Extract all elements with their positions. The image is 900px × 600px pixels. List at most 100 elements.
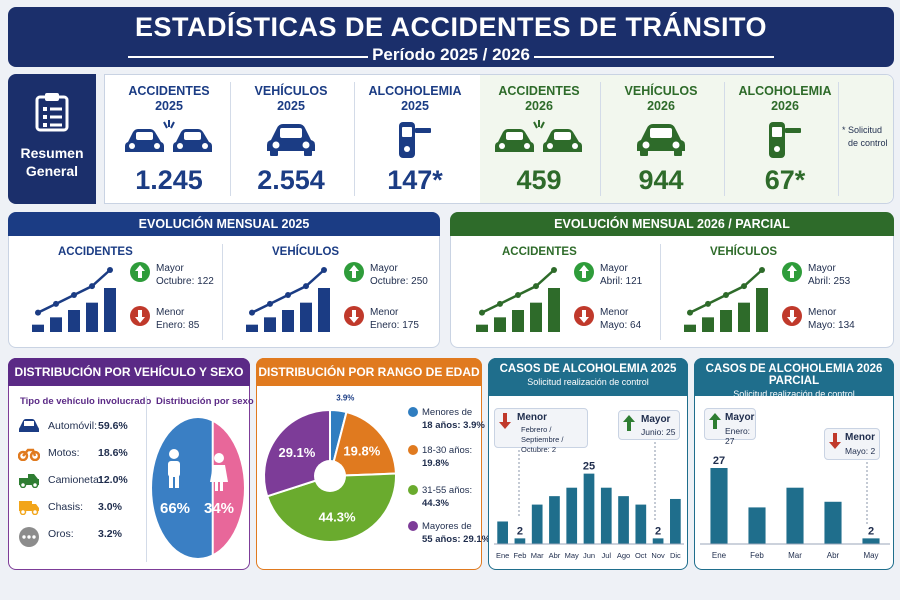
vehicle-type-pct: 3.0%: [98, 501, 122, 513]
car-crash-icon: [125, 120, 212, 152]
kpi-card: ALCOHOLEMIA 2025 147*: [356, 78, 474, 200]
divider: [660, 244, 661, 340]
divider: [534, 56, 774, 58]
data-label: 2: [655, 525, 661, 537]
max-label: Mayor: [156, 263, 184, 274]
tick-label: Nov: [651, 551, 665, 560]
alcohol-2026-max-box: Mayor Enero: 27: [704, 408, 756, 446]
trend-line: [251, 269, 325, 314]
max-label: Mayor: [641, 414, 671, 425]
bar: [738, 302, 750, 332]
evolution-bar-chart: [32, 267, 116, 332]
bar: [618, 496, 629, 544]
arrow-down-icon: [344, 306, 364, 326]
min-label: Menor: [156, 307, 185, 318]
male-icon: [168, 449, 180, 488]
max-value: Abril: 121: [600, 276, 643, 287]
vehicle-type-pct: 59.6%: [98, 420, 128, 432]
arrow-up-icon: [130, 262, 150, 282]
trend-point: [107, 267, 113, 273]
arrow-down-icon: [130, 306, 150, 326]
trend-point: [89, 283, 95, 290]
bar: [494, 317, 506, 332]
pie-slice-label: 29.1%: [278, 445, 315, 460]
trend-point: [285, 292, 291, 298]
trend-point: [249, 309, 255, 316]
female-icon: [210, 453, 228, 491]
legend-text: 55 años: 29.1%: [422, 534, 491, 545]
bar: [68, 310, 80, 332]
page-title: ESTADÍSTICAS DE ACCIDENTES DE TRÁNSITO: [134, 12, 768, 42]
bar: [512, 310, 524, 332]
kpi-year: 2026: [771, 99, 799, 113]
kpi-label: VEHÍCULOS 2026: [602, 84, 720, 114]
breathalyzer-icon: [769, 122, 801, 158]
kpi-year: 2026: [647, 99, 675, 113]
arrow-down-icon: [829, 433, 841, 449]
tick-label: Ago: [617, 551, 630, 560]
min-label: Menor: [370, 307, 399, 318]
legend-entry: Menores de 18 años: 3.9%: [422, 406, 485, 432]
bar: [756, 288, 768, 332]
bar: [514, 538, 526, 544]
pie-slice: [263, 408, 331, 498]
bar: [530, 302, 542, 332]
kpi-year: 2026: [525, 99, 553, 113]
trend-point: [479, 309, 485, 316]
trend-point: [723, 292, 729, 298]
min-label: Menor: [517, 412, 547, 423]
max-value: Junio: 25: [641, 427, 676, 437]
car-icon: [267, 124, 315, 156]
trend-point: [53, 300, 59, 307]
bar: [549, 496, 560, 544]
divider: [600, 82, 601, 196]
kpi-label: ACCIDENTES 2026: [480, 84, 598, 114]
tick-label: Abr: [827, 551, 840, 560]
sex-header: Distribución por sexo: [156, 396, 254, 407]
bar: [32, 324, 44, 332]
tick-label: Mar: [531, 551, 544, 560]
trend-point: [551, 267, 557, 273]
evolution-bar-chart: [246, 267, 330, 332]
kpi-label-line: ACCIDENTES: [498, 84, 580, 98]
vehicle-type-header: Tipo de vehículo involucrado: [20, 396, 152, 407]
pie-slice-label: 19.8%: [343, 443, 380, 458]
bar: [282, 310, 294, 332]
legend-entry: 18-30 años: 19.8%: [422, 444, 472, 470]
bar: [720, 310, 732, 332]
bar: [246, 324, 258, 332]
pie-slice-male: [152, 418, 213, 558]
footnote-text: * Solicitud: [842, 125, 883, 135]
pie-slice-label: 3.9%: [336, 394, 354, 403]
bar: [86, 302, 98, 332]
truck-icon: [18, 499, 40, 520]
tick-label: Jul: [601, 551, 611, 560]
summary-label: Resumen: [20, 145, 84, 161]
divider: [230, 82, 231, 196]
evolution-bar-chart: [684, 267, 768, 332]
breathalyzer-icon: [399, 122, 431, 158]
bar: [318, 288, 330, 332]
legend-text: 31-55 años:: [422, 485, 473, 496]
arrow-up-icon: [709, 413, 721, 429]
arrow-down-icon: [499, 413, 511, 429]
pickup-truck-icon: [18, 472, 40, 493]
arrow-up-icon: [782, 262, 802, 282]
evolution-bar-chart: [476, 267, 560, 332]
motorcycle-icon: [17, 445, 41, 466]
kpi-label-line: ACCIDENTES: [128, 84, 210, 98]
tick-label: Feb: [750, 551, 764, 560]
alcohol-2026-title: CASOS DE ALCOHOLEMIA 2026 PARCIAL: [705, 363, 883, 387]
trend-line: [481, 269, 555, 314]
kpi-card: ACCIDENTES 2026 459: [480, 78, 598, 200]
tick-label: Oct: [635, 551, 648, 560]
male-pct: 66%: [160, 500, 190, 517]
trend-point: [71, 292, 77, 298]
bar: [497, 521, 508, 544]
alcohol-2025-title: CASOS DE ALCOHOLEMIA 2025: [499, 363, 677, 375]
max-value: Octubre: 122: [156, 276, 214, 287]
min-value-line: Febrero / Septiembre /: [521, 425, 564, 444]
bar: [862, 538, 880, 544]
kpi-label: ALCOHOLEMIA 2025: [356, 84, 474, 114]
page-subtitle: Período 2025 / 2026: [372, 45, 530, 64]
